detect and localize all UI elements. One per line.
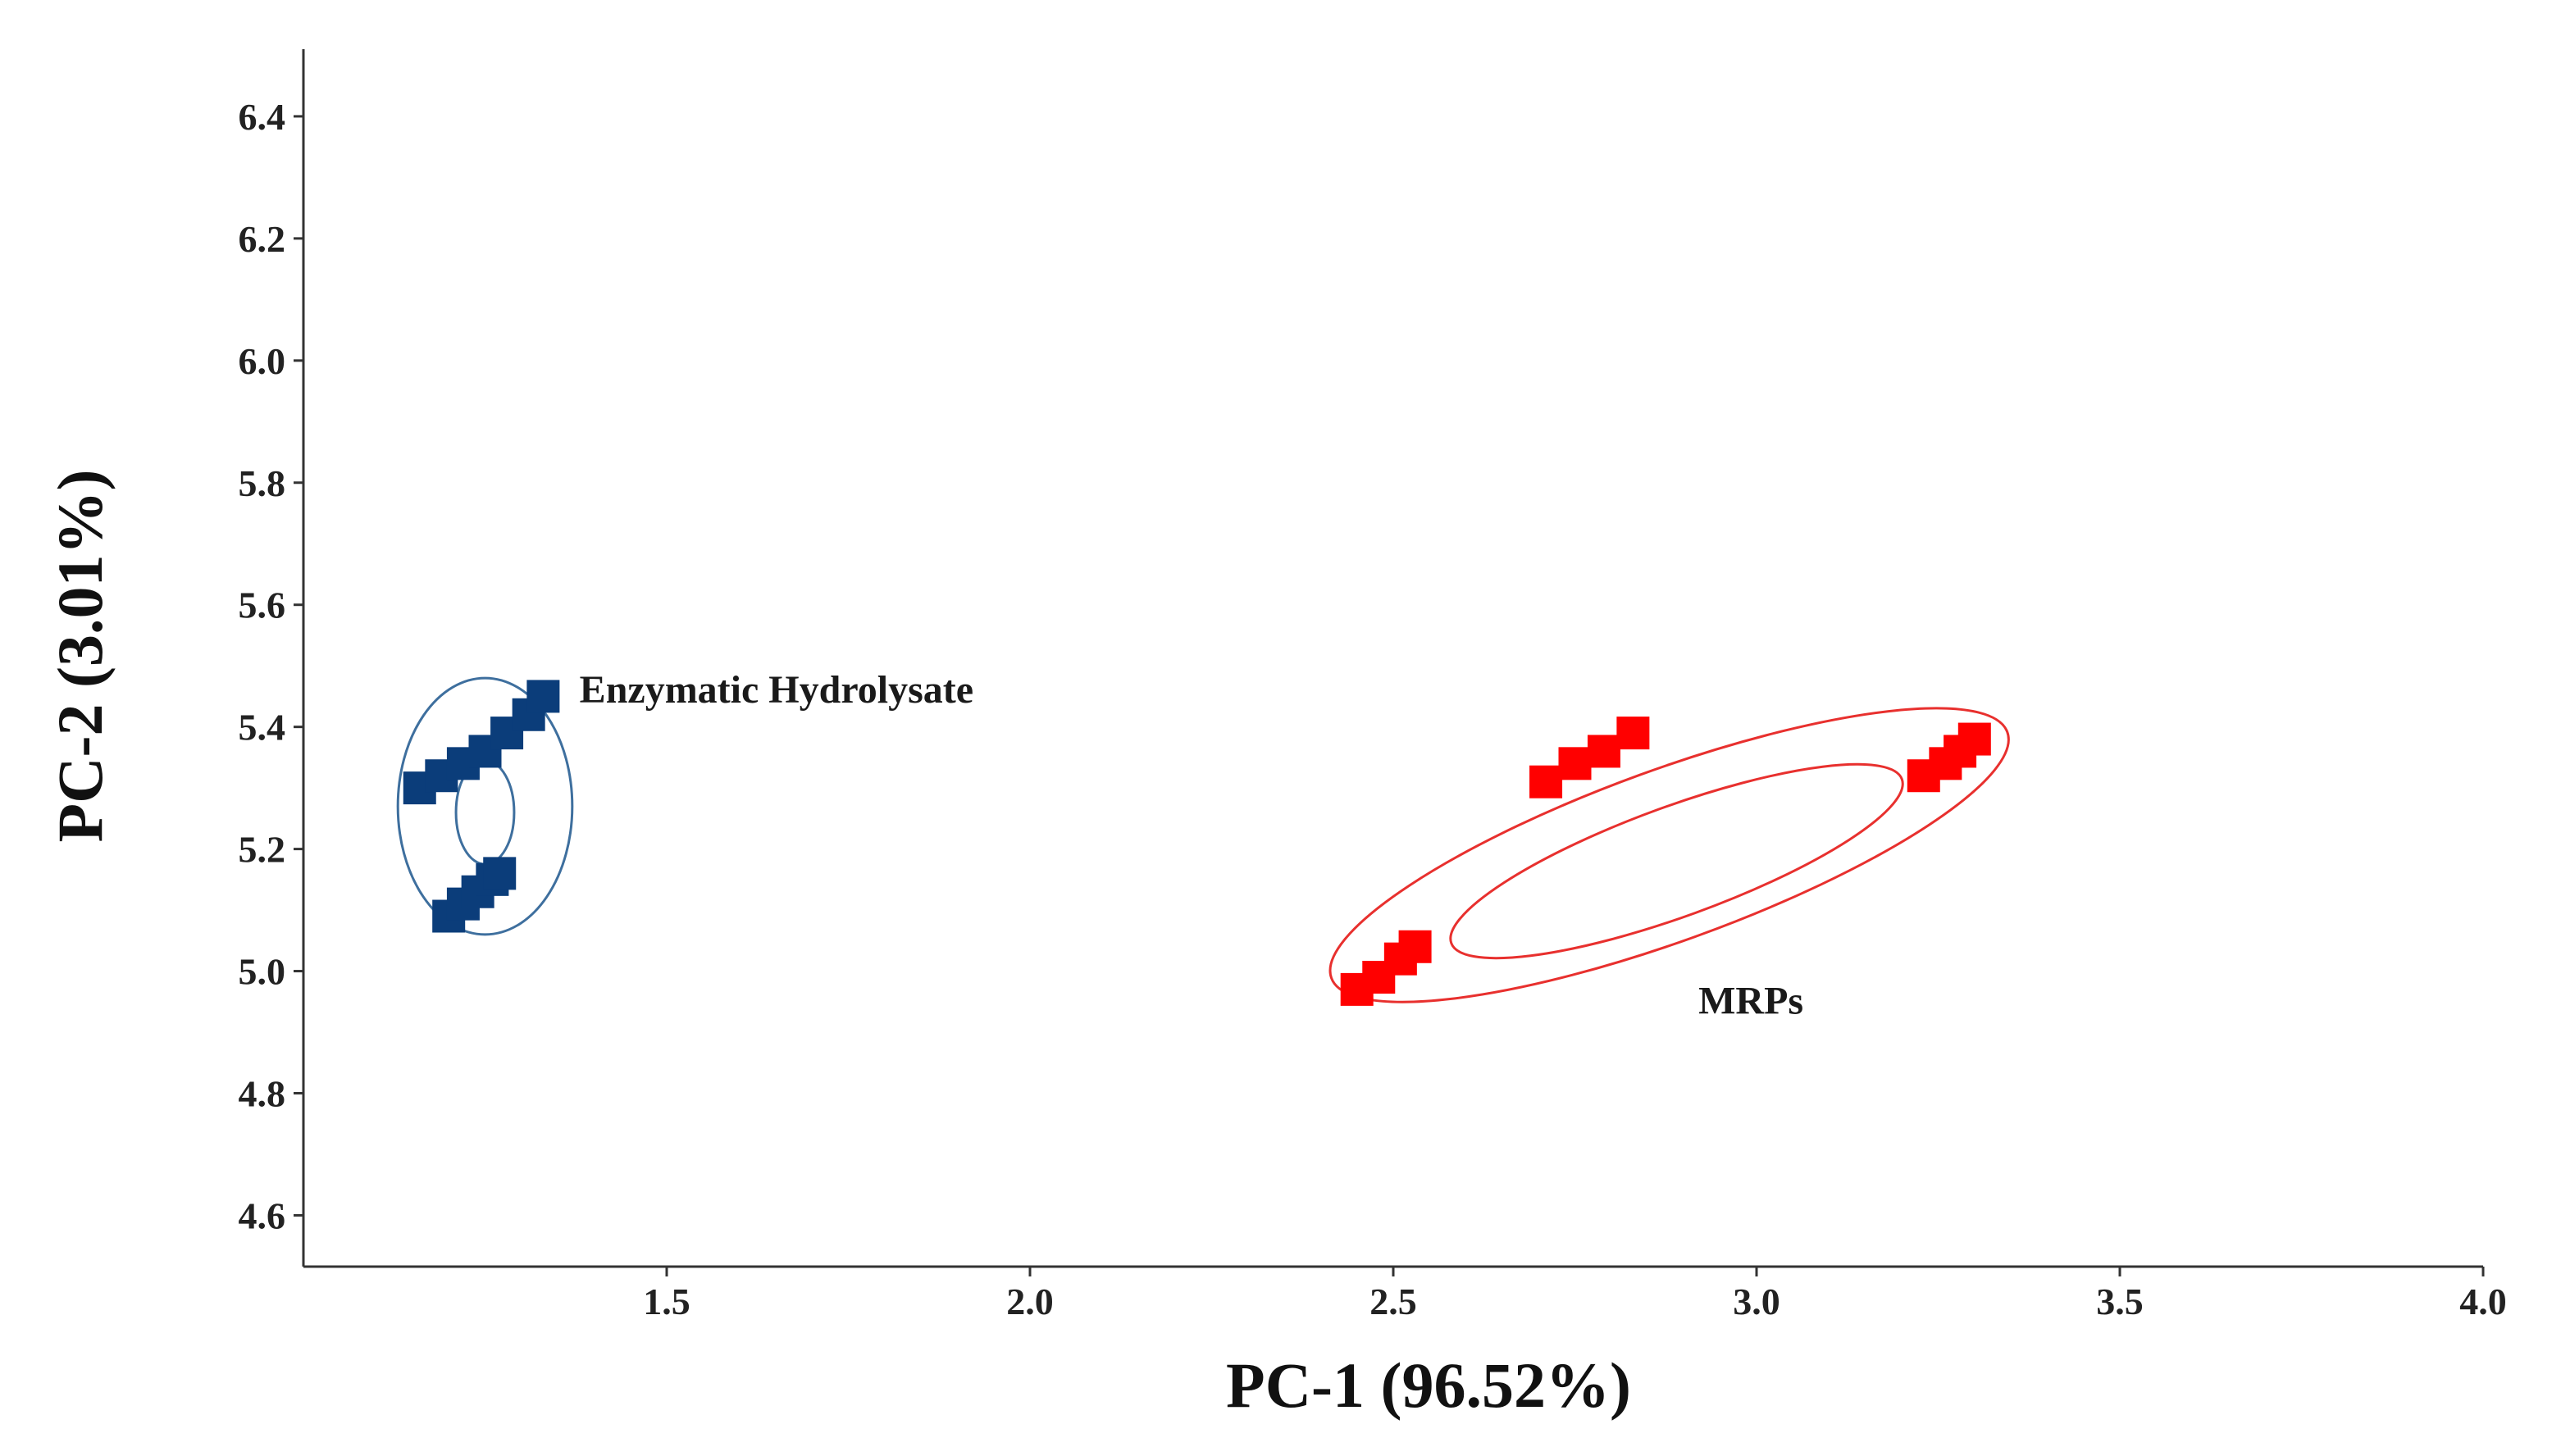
data-points [403, 680, 1991, 1006]
y-tick-label: 5.4 [239, 707, 286, 748]
confidence-ellipse [1328, 707, 2010, 1003]
y-tick-label: 5.6 [239, 585, 286, 626]
data-point [1558, 747, 1592, 780]
y-tick-label: 5.8 [239, 462, 286, 504]
data-point [1587, 735, 1620, 768]
y-tick-label: 6.4 [239, 96, 286, 138]
x-tick-label: 3.0 [1733, 1281, 1780, 1322]
data-point [1529, 765, 1563, 799]
x-tick-label: 1.5 [643, 1281, 690, 1322]
data-point [1957, 722, 1991, 756]
y-tick-label: 5.0 [239, 951, 286, 993]
group-labels: Enzymatic Hydrolysate MRPs [580, 668, 1803, 1023]
y-axis-title: PC-2 (3.01%) [44, 470, 116, 843]
data-point [1616, 717, 1650, 750]
group-label: Enzymatic Hydrolysate [580, 668, 973, 712]
x-tick-label: 2.5 [1369, 1281, 1417, 1322]
data-point [483, 857, 517, 890]
data-point [526, 680, 560, 713]
y-tick-label: 4.6 [239, 1194, 286, 1236]
y-tick-label: 5.2 [239, 829, 286, 871]
axes [302, 49, 2483, 1268]
y-tick-label: 6.2 [239, 218, 286, 260]
x-axis-ticks: 1.5 2.0 2.5 3.0 3.5 4.0 [643, 1267, 2507, 1322]
x-tick-label: 3.5 [2096, 1281, 2144, 1322]
x-axis-title: PC-1 (96.52%) [1226, 1349, 1631, 1421]
confidence-ellipse [1449, 762, 1904, 960]
data-point [1398, 930, 1432, 963]
y-axis-ticks: 4.6 4.8 5.0 5.2 5.4 5.6 5.8 6.0 6.2 6.4 [239, 96, 303, 1236]
group-label: MRPs [1698, 980, 1803, 1023]
y-tick-label: 4.8 [239, 1072, 286, 1114]
x-tick-label: 2.0 [1006, 1281, 1054, 1322]
y-tick-label: 6.0 [239, 340, 286, 382]
x-tick-label: 4.0 [2459, 1281, 2507, 1322]
confidence-ellipse [396, 676, 574, 936]
